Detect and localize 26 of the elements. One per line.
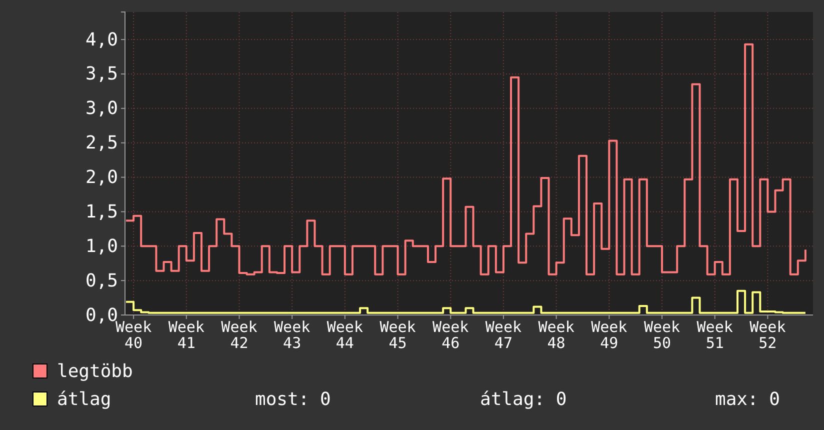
y-tick-label: 1,0 (85, 236, 118, 257)
y-tick-label: 4,0 (85, 29, 118, 50)
y-tick-label: 2,0 (85, 167, 118, 188)
x-tick-label: Week 52 (750, 318, 786, 352)
y-tick-label: 1,5 (85, 201, 118, 222)
x-tick-label: Week 50 (644, 318, 680, 352)
text: max: 0 (715, 389, 780, 410)
x-tick-label: Week 41 (168, 318, 204, 352)
legend-label: átlag (57, 389, 112, 410)
y-tick-label: 3,0 (85, 98, 118, 120)
x-tick-label: Week 44 (326, 318, 363, 352)
legend-label: legtöbb (57, 361, 133, 382)
x-tick-label: Week 40 (115, 318, 152, 352)
x-tick-label: Week 42 (221, 318, 258, 352)
x-tick-label: Week 51 (696, 318, 733, 352)
x-tick-label: Week 47 (485, 318, 522, 352)
y-tick-label: 3,5 (85, 64, 118, 85)
text: átlag: 0 (480, 389, 567, 410)
x-tick-label: Week 49 (591, 318, 628, 352)
y-tick-label: 2,5 (85, 132, 118, 154)
x-tick-label: Week 43 (274, 318, 310, 352)
x-tick-label: Week 48 (538, 318, 574, 352)
x-tick-label: Week 45 (380, 318, 416, 352)
x-tick-label: Week 46 (432, 318, 469, 352)
y-tick-label: 0,5 (85, 270, 118, 292)
text: most: 0 (255, 389, 331, 410)
